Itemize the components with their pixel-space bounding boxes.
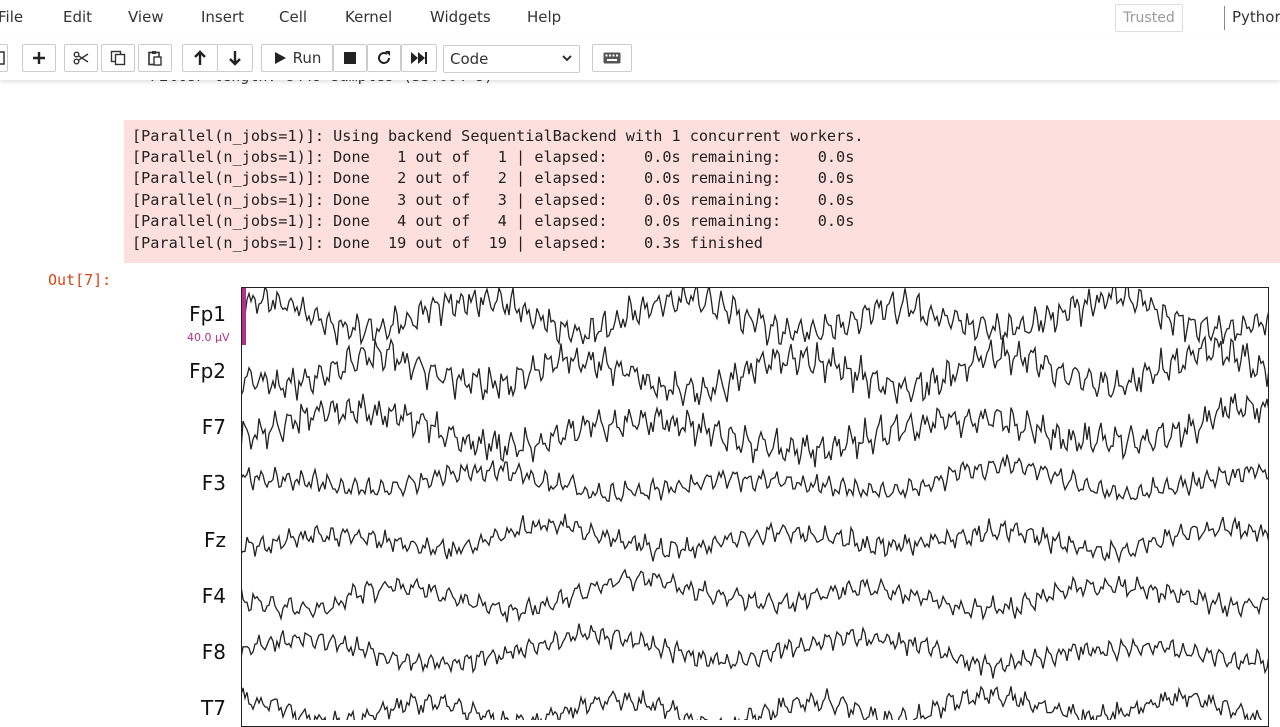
command-palette-button[interactable] — [592, 44, 632, 72]
eeg-traces — [241, 287, 1269, 720]
move-down-button[interactable] — [217, 44, 253, 72]
eeg-trace-fp1 — [241, 287, 1269, 346]
channel-label: Fz — [203, 528, 226, 552]
arrow-down-icon — [229, 51, 241, 66]
channel-label: Fp2 — [189, 359, 226, 383]
eeg-trace-fz — [241, 513, 1269, 564]
save-icon — [0, 51, 5, 65]
keyboard-icon — [603, 52, 621, 64]
channel-label: T7 — [201, 696, 226, 720]
save-button[interactable] — [0, 44, 8, 72]
cut-button[interactable] — [64, 44, 98, 72]
plus-icon — [33, 52, 45, 64]
chevron-down-icon — [562, 55, 572, 62]
eeg-trace-f4 — [241, 568, 1269, 623]
fast-forward-icon — [411, 52, 427, 64]
trusted-indicator[interactable]: Trusted — [1115, 4, 1183, 32]
restart-button[interactable] — [367, 44, 401, 72]
copy-icon — [110, 50, 126, 66]
menu-edit[interactable]: Edit — [63, 8, 93, 26]
eeg-trace-fp2 — [241, 335, 1269, 406]
stderr-output: [Parallel(n_jobs=1)]: Using backend Sequ… — [124, 120, 1280, 263]
cell-type-value: Code — [450, 50, 489, 68]
paste-button[interactable] — [138, 44, 172, 72]
run-button[interactable]: Run — [261, 44, 333, 72]
restart-icon — [378, 51, 390, 64]
play-icon — [274, 52, 286, 64]
restart-run-all-button[interactable] — [401, 44, 437, 72]
toolbar: Run Code — [0, 38, 1280, 80]
menubar: File Edit View Insert Cell Kernel Widget… — [0, 0, 1280, 36]
move-up-button[interactable] — [182, 44, 218, 72]
channel-label: F4 — [201, 584, 226, 608]
menu-help[interactable]: Help — [527, 8, 562, 26]
insert-cell-button[interactable] — [22, 44, 56, 72]
kernel-separator — [1224, 6, 1225, 30]
menu-widgets[interactable]: Widgets — [430, 8, 491, 26]
run-label: Run — [292, 49, 322, 67]
scale-bar — [242, 288, 246, 345]
channel-label: F3 — [201, 471, 226, 495]
scale-label: 40.0 µV — [187, 331, 230, 344]
eeg-plot-frame[interactable] — [241, 287, 1269, 727]
menu-insert[interactable]: Insert — [201, 8, 245, 26]
eeg-trace-t7 — [241, 685, 1269, 720]
menu-cell[interactable]: Cell — [279, 8, 308, 26]
stop-icon — [344, 52, 356, 64]
channel-label: F8 — [201, 640, 226, 664]
stderr-line: [Parallel(n_jobs=1)]: Done 2 out of 2 | … — [132, 169, 855, 187]
interrupt-button[interactable] — [333, 44, 367, 72]
menu-kernel[interactable]: Kernel — [345, 8, 393, 26]
arrow-up-icon — [194, 50, 206, 65]
paste-icon — [148, 51, 162, 66]
stderr-line: [Parallel(n_jobs=1)]: Done 19 out of 19 … — [132, 234, 763, 252]
eeg-trace-f8 — [241, 623, 1269, 679]
stderr-line: [Parallel(n_jobs=1)]: Using backend Sequ… — [132, 127, 864, 145]
stderr-line: [Parallel(n_jobs=1)]: Done 3 out of 3 | … — [132, 191, 855, 209]
stderr-line: [Parallel(n_jobs=1)]: Done 1 out of 1 | … — [132, 148, 855, 166]
channel-label: F7 — [201, 415, 226, 439]
output-prompt: Out[7]: — [48, 271, 112, 289]
cell-type-select[interactable]: Code — [443, 45, 580, 73]
copy-button[interactable] — [101, 44, 135, 72]
kernel-name[interactable]: Pythor — [1232, 8, 1280, 26]
menu-view[interactable]: View — [128, 8, 164, 26]
scissors-icon — [73, 51, 89, 65]
stderr-line: [Parallel(n_jobs=1)]: Done 4 out of 4 | … — [132, 212, 855, 230]
eeg-trace-f3 — [241, 454, 1269, 503]
channel-label: Fp1 — [189, 302, 226, 326]
menu-file[interactable]: File — [0, 8, 24, 26]
eeg-trace-f7 — [241, 393, 1269, 468]
